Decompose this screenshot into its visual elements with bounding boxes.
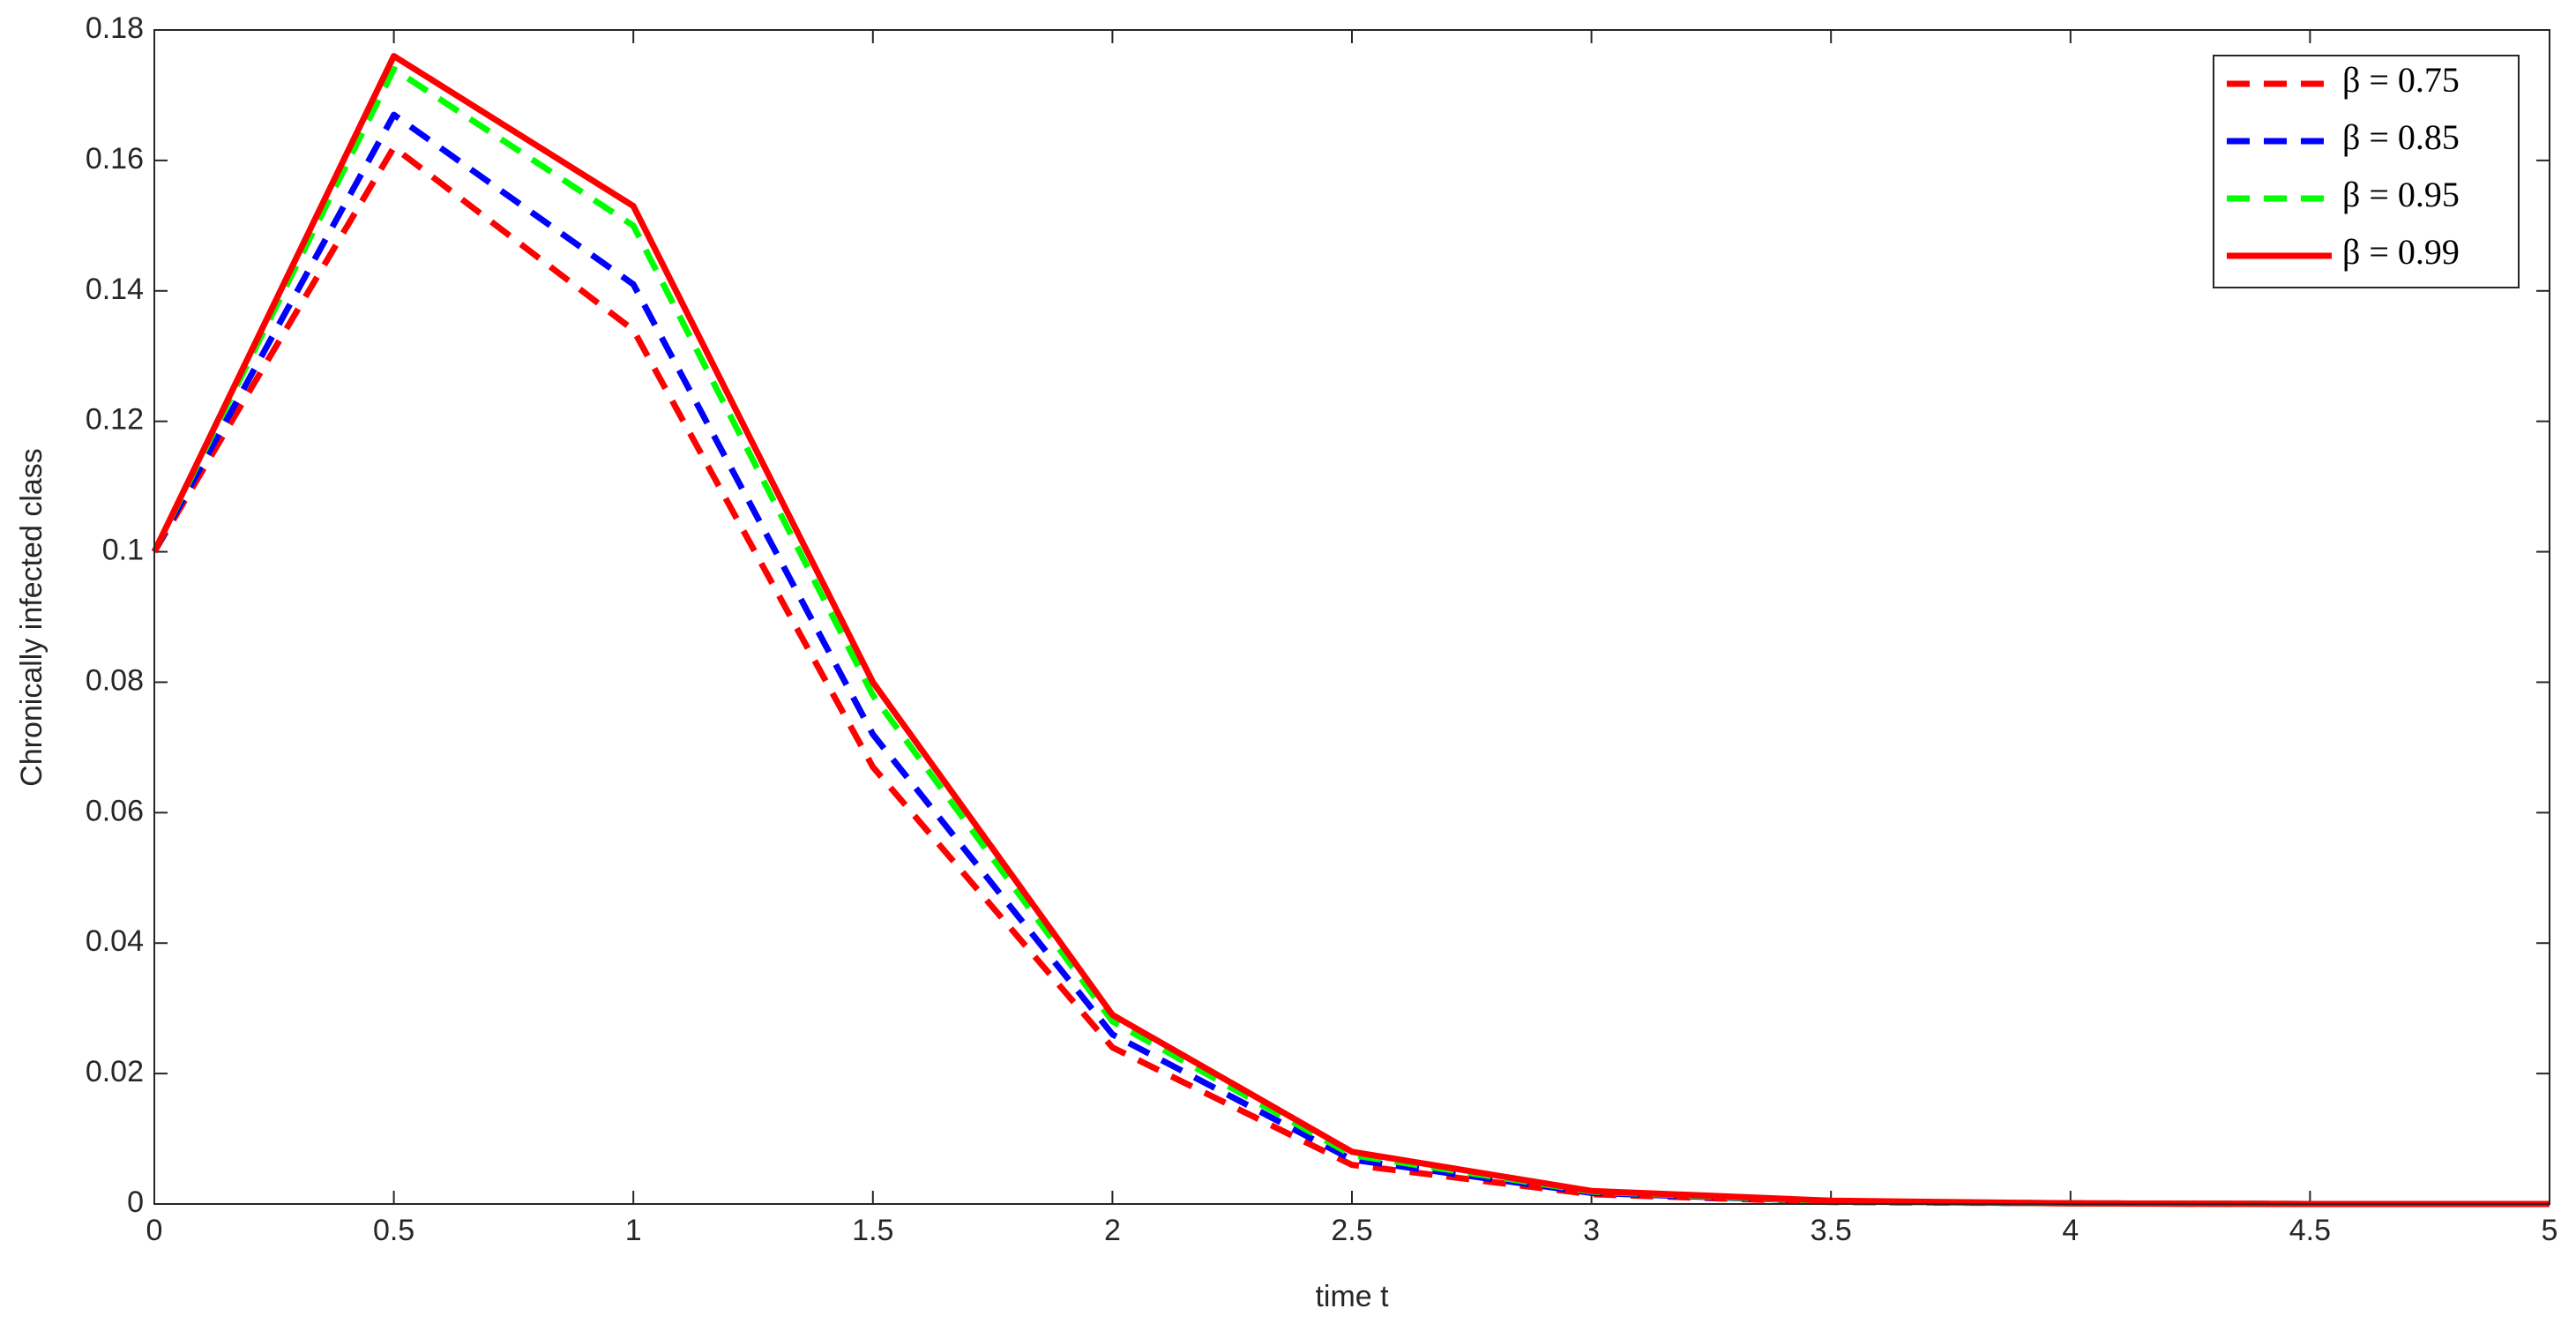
y-tick-label: 0.1 [102,534,144,567]
x-tick-label: 4.5 [2289,1214,2331,1247]
x-tick-label: 2.5 [1331,1214,1372,1247]
y-tick-label: 0.06 [86,794,144,827]
y-tick-label: 0.18 [86,11,144,45]
y-tick-label: 0.08 [86,663,144,697]
y-axis-label: Chronically infected class [15,448,49,787]
y-tick-label: 0.16 [86,142,144,176]
x-tick-label: 0.5 [373,1214,414,1247]
x-tick-label: 3 [1583,1214,1600,1247]
x-tick-label: 0 [146,1214,163,1247]
x-axis-label: time t [1315,1280,1389,1313]
plot-frame [153,29,2550,1205]
y-tick-label: 0.04 [86,924,144,958]
legend-label: β = 0.99 [2342,232,2460,272]
y-tick-label: 0.14 [86,273,144,306]
x-tick-label: 4 [2062,1214,2079,1247]
x-tick-label: 1.5 [852,1214,893,1247]
legend-label: β = 0.85 [2342,117,2460,157]
legend-label: β = 0.95 [2342,175,2460,214]
x-tick-label: 1 [625,1214,642,1247]
legend-box [2213,55,2520,288]
x-tick-label: 5 [2542,1214,2558,1247]
legend-label: β = 0.75 [2342,60,2460,100]
x-tick-label: 2 [1104,1214,1121,1247]
y-tick-label: 0.12 [86,403,144,437]
x-tick-label: 3.5 [1811,1214,1852,1247]
y-tick-label: 0.02 [86,1055,144,1088]
y-tick-label: 0 [127,1185,144,1219]
